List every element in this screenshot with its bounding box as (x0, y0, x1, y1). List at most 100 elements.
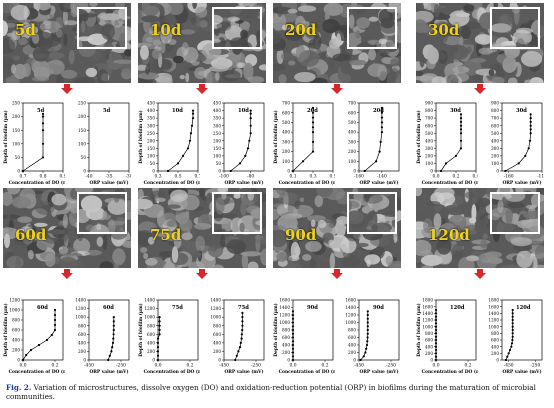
data-point (238, 162, 242, 165)
y-tick-label: 150 (213, 146, 221, 151)
data-point (158, 320, 161, 323)
y-tick-label: 250 (147, 131, 155, 136)
x-tick-label: 0.3 (310, 175, 317, 180)
data-point (434, 342, 438, 345)
y-tick-label: 400 (12, 338, 20, 343)
data-point (190, 124, 194, 127)
chart-day-label: 5d (103, 108, 111, 114)
x-tick-label: -40 (85, 175, 92, 180)
sem-image: 75d (138, 188, 266, 268)
y-tick-label: 1200 (144, 306, 155, 311)
data-point (359, 358, 362, 362)
data-point (311, 126, 315, 129)
sem-image: 10d (138, 3, 266, 83)
data-point (375, 160, 378, 163)
data-point (156, 346, 160, 349)
data-point (112, 337, 115, 340)
y-tick-label: 400 (282, 343, 290, 348)
data-point (246, 147, 250, 150)
series-line (505, 114, 532, 172)
y-tick-label: 150 (12, 128, 20, 133)
data-point (380, 131, 383, 134)
y-tick-label: 400 (213, 108, 221, 113)
x-axis-label: Concentration of DO (mg/L) (279, 181, 335, 186)
y-tick-label: 0 (353, 358, 356, 363)
y-tick-label: 700 (282, 101, 290, 106)
data-point (53, 328, 57, 332)
data-point (508, 348, 512, 352)
y-tick-label: 400 (348, 130, 356, 135)
down-arrow-icon (331, 84, 343, 94)
y-tick-label: 0 (430, 358, 433, 363)
data-point (529, 117, 532, 120)
data-point (380, 111, 383, 114)
y-tick-label: 600 (348, 335, 356, 340)
x-tick-label: -450 (354, 364, 364, 369)
data-point (53, 308, 57, 312)
y-tick-label: 0 (218, 169, 221, 174)
data-point (25, 353, 28, 357)
y-tick-label: 900 (491, 101, 499, 106)
data-point (291, 351, 295, 354)
data-point (229, 169, 232, 173)
y-tick-label: 1000 (144, 315, 155, 320)
data-point (434, 312, 438, 315)
profile-chart: 0 200 400 600 800 1000 1200 0.0 0.2Concentration… (4, 298, 65, 375)
y-tick-label: 300 (147, 123, 155, 128)
series-line (440, 114, 462, 172)
series-line (364, 107, 383, 172)
y-tick-label: 300 (348, 139, 356, 144)
y-axis-label: Depth of biofilm (μm) (274, 110, 279, 163)
data-point (459, 132, 463, 135)
data-point (112, 333, 115, 336)
data-point (434, 325, 438, 328)
data-point (311, 121, 315, 124)
y-tick-label: 350 (213, 116, 221, 121)
data-point (291, 358, 295, 362)
x-tick-label: 0.0 (433, 364, 440, 369)
plot-frame (358, 102, 400, 172)
data-point (291, 310, 295, 313)
data-point (235, 354, 238, 357)
data-point (459, 139, 463, 142)
y-tick-label: 400 (348, 343, 356, 348)
data-point (244, 154, 247, 157)
day-label: 20d (285, 21, 317, 39)
y-tick-label: 350 (147, 116, 155, 121)
data-point (511, 322, 514, 325)
y-tick-label: 100 (78, 141, 86, 146)
data-point (53, 323, 57, 327)
y-tick-label: 1600 (279, 298, 290, 303)
y-tick-label: 200 (282, 350, 290, 355)
y-tick-label: 400 (213, 340, 221, 345)
x-axis-label: ORP value (mV) (502, 370, 541, 375)
data-point (291, 343, 295, 347)
x-axis-label: ORP value (mV) (359, 370, 398, 375)
data-point (248, 139, 251, 142)
data-point (41, 129, 45, 132)
y-tick-label: 800 (491, 331, 499, 336)
data-point (510, 345, 513, 348)
y-tick-label: 200 (213, 349, 221, 354)
data-point (301, 160, 305, 163)
data-point (380, 126, 383, 129)
down-arrow-icon (474, 269, 486, 279)
y-tick-label: 400 (491, 344, 499, 349)
y-tick-label: 0 (152, 358, 155, 363)
y-tick-label: 1000 (9, 308, 20, 313)
sem-texture (138, 188, 266, 268)
y-tick-label: 600 (425, 123, 433, 128)
data-point (511, 328, 514, 332)
data-point (434, 358, 438, 362)
data-point (434, 318, 438, 322)
data-point (291, 340, 295, 343)
down-arrow-icon (61, 84, 73, 94)
y-tick-label: 1200 (75, 306, 86, 311)
data-point (434, 345, 438, 348)
day-label: 90d (285, 226, 317, 244)
data-point (112, 316, 115, 319)
x-tick-label: -160 (504, 175, 514, 180)
data-point (111, 346, 114, 349)
